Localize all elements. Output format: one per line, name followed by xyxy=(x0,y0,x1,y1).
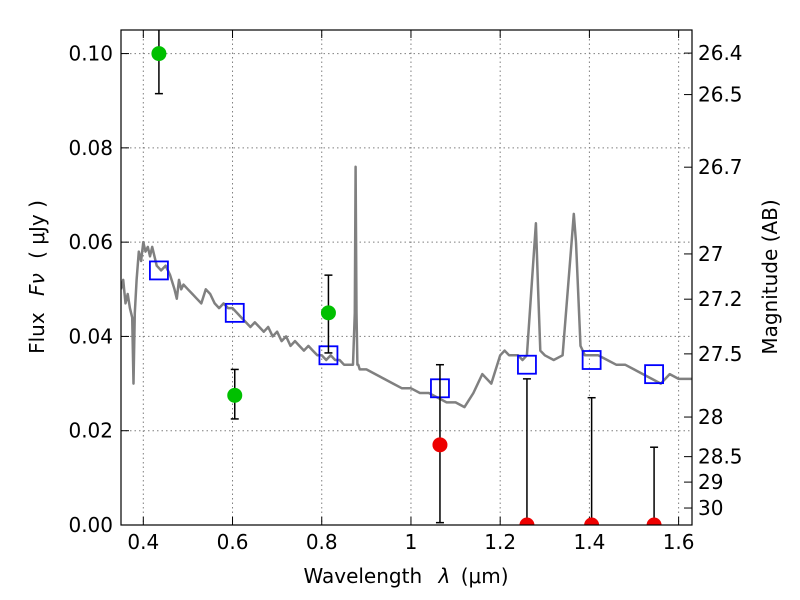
y-tick-label: 0.08 xyxy=(68,136,113,160)
x-tick-label: 1.2 xyxy=(484,530,516,554)
right-tick-label: 30 xyxy=(698,496,723,520)
right-tick-label: 26.5 xyxy=(698,83,743,107)
right-tick-label: 26.7 xyxy=(698,155,743,179)
right-tick-label: 27 xyxy=(698,242,723,266)
upper-limit-point xyxy=(432,437,448,453)
upper-limit-point xyxy=(519,517,535,525)
x-tick-label: 1 xyxy=(405,530,418,554)
right-tick-label: 29 xyxy=(698,470,723,494)
x-ticks: 0.4 0.6 0.8 1 1.2 1.4 1.6 xyxy=(127,30,695,554)
right-tick-label: 28 xyxy=(698,405,723,429)
right-tick-label: 28.5 xyxy=(698,445,743,469)
measured-flux-points xyxy=(151,46,662,525)
upper-limit-point xyxy=(584,517,600,525)
right-tick-label: 27.5 xyxy=(698,342,743,366)
model-photometry-square xyxy=(224,302,245,323)
plot-frame xyxy=(120,29,693,526)
y-axis-label: Flux Fν ( μJy ) xyxy=(25,200,49,354)
y-ticks: 0.00 0.02 0.04 0.06 0.08 0.10 xyxy=(68,42,129,537)
grid-lines xyxy=(121,30,692,526)
y-tick-label: 0.10 xyxy=(68,42,113,66)
detection-point xyxy=(227,387,243,403)
model-photometry-square xyxy=(644,364,664,385)
right-tick-label: 27.2 xyxy=(698,287,743,311)
right-axis-label: Magnitude (AB) xyxy=(758,199,782,354)
x-tick-label: 1.4 xyxy=(573,530,605,554)
y-tick-label: 0.00 xyxy=(68,513,113,537)
x-tick-label: 0.6 xyxy=(217,530,249,554)
detection-point xyxy=(151,46,167,62)
detection-point xyxy=(320,305,336,321)
x-tick-label: 0.8 xyxy=(306,530,338,554)
y-tick-label: 0.04 xyxy=(68,324,113,348)
model-photometry-square xyxy=(581,350,602,370)
right-tick-label: 26.4 xyxy=(698,41,743,65)
upper-limit-point xyxy=(646,517,662,525)
model-photometry-square xyxy=(517,354,537,375)
y-tick-label: 0.06 xyxy=(68,230,113,254)
x-tick-label: 0.4 xyxy=(127,530,159,554)
x-axis-label: Wavelength λ (μm) xyxy=(303,564,508,588)
x-tick-label: 1.6 xyxy=(663,530,695,554)
model-photometry-square xyxy=(149,260,169,281)
model-spectrum-line xyxy=(121,165,692,409)
y-tick-label: 0.02 xyxy=(68,419,113,443)
